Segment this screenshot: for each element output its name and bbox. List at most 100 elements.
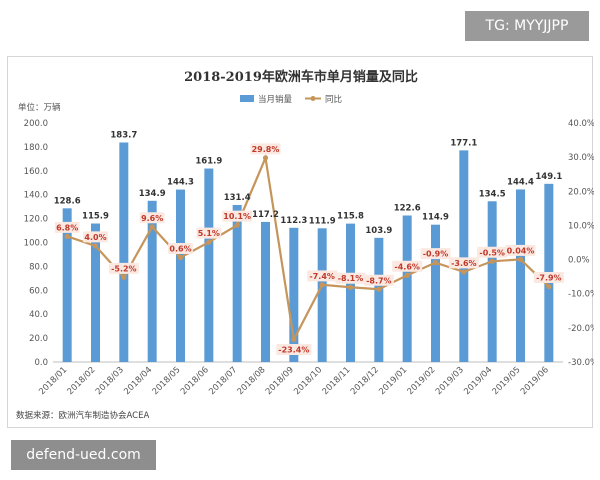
yoy-label: 0.04% [505, 244, 536, 256]
yoy-label: 4.0% [83, 231, 108, 243]
line-value-labels: 6.8% 4.0% -5.2% 9.6% 0.6% 5.1%10.1% 29.8% -23.4… [54, 143, 564, 355]
yoy-point [319, 282, 325, 288]
yoy-point [121, 274, 127, 280]
bar-value-label: 115.8 [337, 212, 364, 222]
yoy-label-box [505, 244, 536, 256]
yoy-label: 5.1% [196, 227, 222, 239]
x-tick-label: 2018/01 [37, 365, 69, 397]
yoy-label-box [83, 231, 108, 243]
x-axis: 2018/012018/022018/032018/042018/052018/… [37, 361, 563, 397]
bar [62, 208, 72, 362]
bar [487, 201, 497, 362]
x-tick-label: 2018/08 [236, 365, 268, 397]
x-tick-label: 2019/04 [462, 365, 494, 397]
yoy-label-text: -7.9% [536, 274, 562, 283]
yoy-label-box [448, 257, 479, 269]
yoy-label: -5.2% [108, 262, 139, 274]
yoy-point [404, 272, 410, 278]
x-tick-label: 2018/07 [207, 365, 239, 397]
chart-card: 2018-2019年欧洲车市单月销量及同比 单位：万辆 当月销量 同比 0.0 2… [7, 56, 594, 428]
yoy-point [149, 224, 155, 230]
bar [147, 200, 157, 362]
x-tick-label: 2018/11 [321, 365, 353, 397]
yoy-point [347, 284, 354, 290]
yoy-label-box [168, 243, 193, 255]
left-tick-label: 120.0 [24, 215, 48, 225]
left-tick-label: 140.0 [24, 191, 48, 201]
bar-value-label: 161.9 [195, 157, 222, 167]
x-tick-label: 2018/10 [292, 365, 324, 397]
yoy-label-box [196, 227, 222, 239]
yoy-label-box [54, 221, 80, 233]
yoy-label: 10.1% [222, 210, 253, 222]
yoy-label-box [335, 272, 366, 284]
x-tick-label: 2018/02 [66, 365, 98, 397]
bar-value-label: 112.3 [280, 216, 307, 226]
yoy-label-text: -7.4% [309, 272, 335, 281]
yoy-point [376, 286, 382, 292]
yoy-label: -8.7% [363, 274, 394, 286]
bar-value-label: 177.1 [450, 138, 477, 148]
yoy-label-box [392, 260, 423, 272]
yoy-label-box [250, 143, 281, 155]
line-series [64, 153, 552, 343]
yoy-label-box [420, 248, 451, 260]
bar [204, 168, 214, 362]
yoy-label-text: 0.04% [507, 246, 535, 255]
x-tick-label: 2019/05 [491, 365, 523, 397]
yoy-point [432, 260, 439, 266]
yoy-label-text: 29.8% [252, 145, 280, 154]
yoy-label-box [477, 246, 508, 258]
left-tick-label: 40.0 [29, 310, 48, 320]
yoy-label: -0.9% [420, 248, 451, 260]
yoy-label-text: -4.6% [394, 262, 420, 271]
bar-value-label: 149.1 [535, 172, 562, 182]
yoy-label-text: 6.8% [56, 223, 78, 232]
yoy-label: -0.5% [477, 246, 508, 258]
yoy-label: -3.6% [448, 257, 479, 269]
yoy-point [206, 239, 212, 245]
bar-value-label: 111.9 [309, 216, 336, 226]
right-tick-label: 20.0% [568, 187, 594, 197]
yoy-label-box [222, 210, 253, 222]
yoy-label: -7.9% [533, 272, 564, 284]
x-tick-label: 2019/01 [377, 365, 409, 397]
watermark-badge: TG: MYYJJPP [465, 11, 589, 41]
bar-value-label: 117.2 [252, 210, 279, 220]
yoy-label-text: 9.6% [141, 214, 163, 223]
bar-value-label: 134.9 [139, 189, 166, 199]
left-tick-label: 0.0 [34, 358, 48, 368]
yoy-label-box [108, 262, 139, 274]
bar [232, 204, 242, 362]
yoy-label: -23.4% [276, 343, 312, 355]
bar [261, 221, 270, 362]
chart-title: 2018-2019年欧洲车市单月销量及同比 [184, 69, 418, 85]
yoy-point [461, 269, 467, 275]
yoy-label: 9.6% [139, 212, 165, 224]
yoy-label: 29.8% [250, 143, 281, 155]
right-axis: -30.0% -20.0% -10.0% 0.0% 10.0% 20.0% 30.0% 40.… [568, 119, 594, 368]
bar [516, 189, 525, 362]
bar-value-label: 131.4 [224, 193, 251, 203]
x-tick-label: 2018/03 [94, 365, 126, 397]
yoy-label-text: 0.6% [169, 245, 191, 254]
yoy-point [489, 258, 495, 264]
bar-series [62, 142, 554, 362]
right-tick-label: -30.0% [568, 358, 594, 368]
yoy-point [291, 336, 297, 343]
bar [346, 223, 355, 362]
left-tick-label: 200.0 [24, 119, 48, 129]
bar [402, 215, 412, 362]
yoy-label-text: 5.1% [198, 229, 220, 238]
right-tick-label: 0.0% [568, 256, 590, 266]
left-axis: 0.0 20.0 40.0 60.0 80.0 100.0 120.0 140.0 160.0 1… [24, 119, 48, 368]
bar-value-label: 115.9 [82, 211, 109, 221]
yoy-label-text: -3.6% [451, 259, 477, 268]
bar-value-label: 144.3 [167, 178, 194, 188]
bar-value-label: 122.6 [394, 203, 421, 213]
yoy-label-text: 10.1% [223, 212, 251, 221]
yoy-point [92, 243, 99, 249]
yoy-label-text: -23.4% [278, 345, 309, 354]
x-tick-label: 2018/12 [349, 365, 381, 397]
